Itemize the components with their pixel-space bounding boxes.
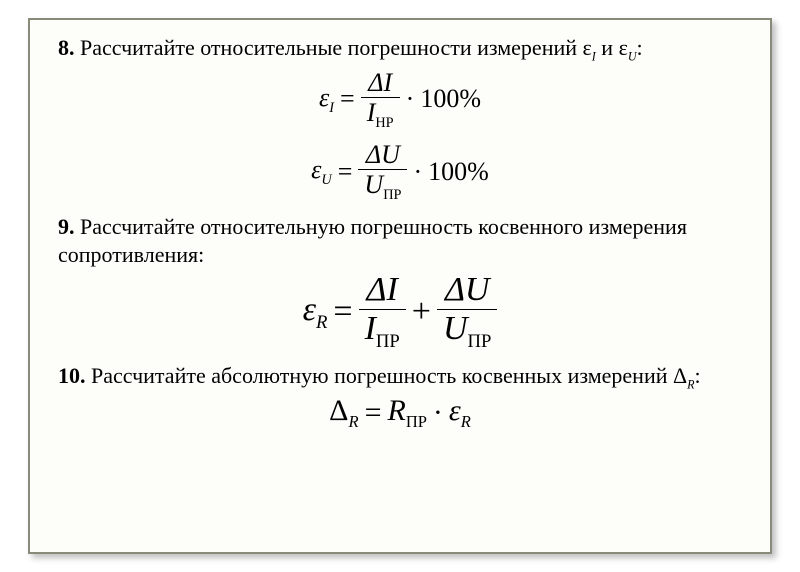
dot-op: ·	[413, 156, 422, 189]
item-10-text: 10. Рассчитайте абсолютную погрешность к…	[58, 362, 742, 393]
formula-eps-R: εR = ΔI IПР + ΔU UПР	[58, 272, 742, 351]
item-8-text-after: :	[637, 35, 643, 60]
hundred-pct: 100%	[420, 83, 481, 116]
item-9-body: Рассчитайте относительную погрешность ко…	[58, 214, 687, 267]
page: 8. Рассчитайте относительные погрешности…	[0, 0, 800, 572]
eps-I-lhs: εI	[319, 82, 334, 118]
content-frame: 8. Рассчитайте относительные погрешности…	[28, 18, 772, 554]
formula-delta-R: ΔR = RПР · εR	[58, 392, 742, 433]
frac-dU-over-Upr: ΔU UПР	[437, 272, 497, 351]
eps-U-lhs: εU	[311, 154, 332, 190]
hundred-pct: 100%	[428, 156, 489, 189]
formula-eps-U: εU = ΔU UПР · 100%	[58, 141, 742, 203]
dot-op: ·	[433, 394, 443, 432]
frac-dU-over-U: ΔU UПР	[358, 141, 407, 203]
item-8-mid: и ε	[596, 35, 628, 60]
item-8-number: 8.	[58, 35, 75, 60]
formula-eps-I: εI = ΔI IНР · 100%	[58, 69, 742, 131]
delta-R-lhs: ΔR	[329, 392, 358, 433]
eps-R-lhs: εR	[303, 289, 328, 334]
item-9-number: 9.	[58, 214, 75, 239]
item-8-text-before: Рассчитайте относительные погрешности из…	[80, 35, 592, 60]
frac-dI-over-Ipr: ΔI IПР	[359, 272, 406, 351]
item-8-text: 8. Рассчитайте относительные погрешности…	[58, 34, 742, 65]
frac-dI-over-I: ΔI IНР	[361, 69, 400, 131]
item-9-text: 9. Рассчитайте относительную погрешность…	[58, 213, 742, 268]
eq-sign: =	[365, 394, 382, 432]
item-10-sub: R	[687, 377, 694, 391]
eq-sign: =	[340, 83, 355, 116]
item-10-text-after: :	[695, 363, 701, 388]
eq-sign: =	[338, 156, 353, 189]
eps-R-rhs: εR	[449, 392, 471, 433]
item-10-text-before: Рассчитайте абсолютную погрешность косве…	[91, 363, 687, 388]
item-10-number: 10.	[58, 363, 86, 388]
R-pr: RПР	[387, 392, 426, 433]
item-8-sub2: U	[628, 49, 637, 63]
dot-op: ·	[406, 83, 415, 116]
plus-sign: +	[412, 291, 431, 334]
eq-sign: =	[333, 291, 352, 334]
